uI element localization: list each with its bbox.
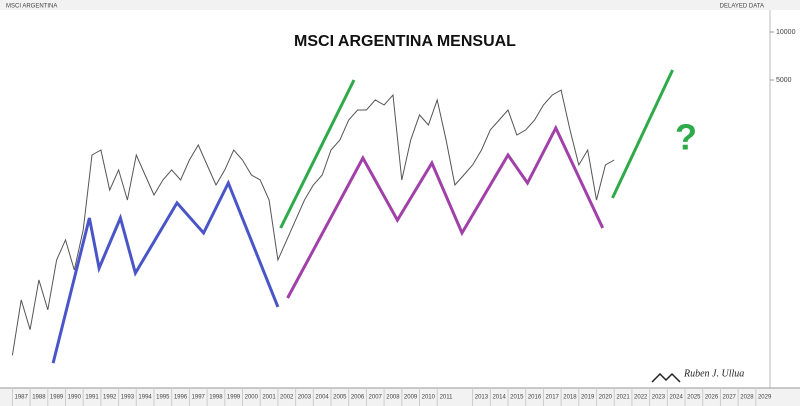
x-tick-label: 1988 (32, 395, 46, 401)
x-axis-bar (0, 388, 800, 406)
header-label: MSCI ARGENTINA (6, 4, 57, 10)
x-tick-label: 2011 (440, 395, 454, 401)
x-tick-label: 2005 (333, 395, 347, 401)
x-tick-label: 2026 (705, 395, 719, 401)
x-tick-label: 2009 (404, 395, 418, 401)
x-tick-label: 2022 (634, 395, 648, 401)
trend-line (611, 69, 674, 199)
x-tick-label: 1991 (85, 395, 99, 401)
x-tick-label: 1990 (68, 395, 82, 401)
x-tick-label: 1995 (156, 395, 170, 401)
x-tick-label: 2028 (740, 395, 754, 401)
x-tick-label: 2000 (245, 395, 259, 401)
x-tick-label: 2017 (546, 395, 560, 401)
x-tick-label: 1996 (174, 395, 188, 401)
x-tick-label: 2001 (262, 395, 276, 401)
x-tick-label: 2024 (669, 395, 683, 401)
x-tick-label: 2014 (492, 395, 506, 401)
x-tick-label: 2018 (563, 395, 577, 401)
x-tick-label: 1992 (103, 395, 117, 401)
x-tick-label: 1987 (15, 395, 29, 401)
x-tick-label: 2013 (475, 395, 489, 401)
trend-line (286, 124, 605, 299)
x-tick-label: 2029 (758, 395, 772, 401)
x-tick-label: 2025 (687, 395, 701, 401)
x-tick-label: 2019 (581, 395, 595, 401)
watermark: Ruben J. Ullua (683, 368, 744, 379)
x-tick-label: 2007 (369, 395, 383, 401)
x-tick-label: 1994 (138, 395, 152, 401)
x-tick-label: 2015 (510, 395, 524, 401)
x-tick-label: 2002 (280, 395, 294, 401)
x-tick-label: 2021 (616, 395, 630, 401)
x-tick-label: 1998 (209, 395, 223, 401)
x-tick-label: 2023 (652, 395, 666, 401)
x-tick-label: 2027 (723, 395, 737, 401)
header-bar (0, 0, 800, 10)
trend-line (51, 179, 280, 364)
x-tick-label: 2010 (422, 395, 436, 401)
price-line (11, 89, 615, 356)
x-tick-label: 2020 (599, 395, 613, 401)
annotation: ? (675, 117, 697, 158)
y-tick-label: 5000 (776, 77, 792, 84)
x-tick-label: 1993 (121, 395, 135, 401)
x-tick-label: 2004 (315, 395, 329, 401)
x-tick-label: 1997 (192, 395, 206, 401)
chart-title: MSCI ARGENTINA MENSUAL (294, 33, 516, 50)
x-tick-label: 2016 (528, 395, 542, 401)
x-tick-label: 1989 (50, 395, 64, 401)
x-tick-label: 2003 (298, 395, 312, 401)
x-tick-label: 1999 (227, 395, 241, 401)
trend-line (279, 79, 356, 229)
watermark-logo (651, 372, 681, 383)
status-label: DELAYED DATA (720, 4, 764, 10)
x-tick-label: 2006 (351, 395, 365, 401)
y-tick-label: 10000 (776, 29, 796, 36)
x-tick-label: 2008 (386, 395, 400, 401)
